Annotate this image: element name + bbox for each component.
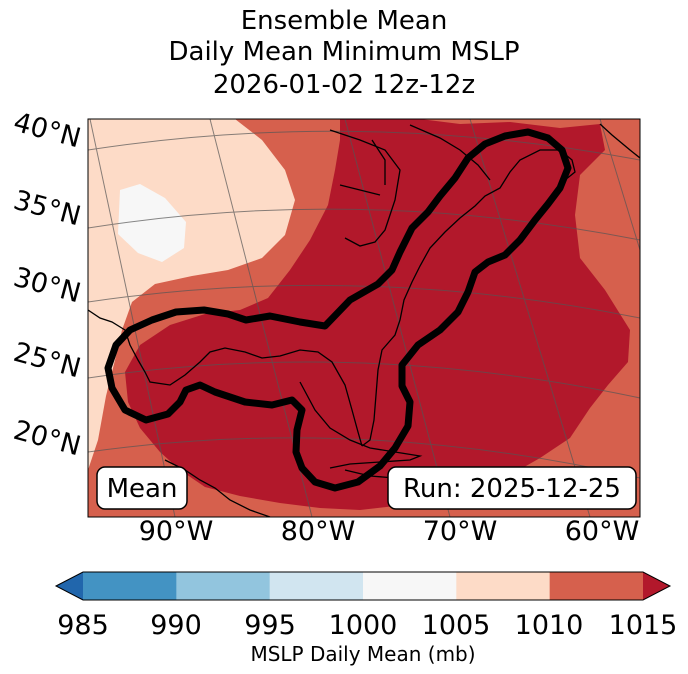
run-label: Run: 2025-12-25 — [403, 474, 621, 504]
mean-label: Mean — [107, 474, 178, 504]
colorbar-tick: 1000 — [329, 610, 398, 641]
title-line-2: Daily Mean Minimum MSLP — [168, 37, 520, 67]
lon-label: 70°W — [423, 516, 498, 547]
lon-labels: 90°W 80°W 70°W 60°W — [139, 516, 640, 547]
colorbar-label: MSLP Daily Mean (mb) — [250, 642, 475, 666]
colorbar-tick: 1015 — [609, 610, 678, 641]
colorbar-cell — [549, 572, 644, 600]
lat-labels: 40°N 35°N 30°N 25°N 20°N — [10, 107, 84, 463]
colorbar-tick: 985 — [57, 610, 109, 641]
lon-label: 60°W — [565, 516, 640, 547]
field-above-1015 — [125, 119, 630, 510]
lon-label: 90°W — [139, 516, 214, 547]
colorbar-tick: 1005 — [422, 610, 491, 641]
colorbar-tick: 990 — [150, 610, 202, 641]
lat-label: 30°N — [10, 262, 84, 310]
lat-label: 35°N — [10, 185, 84, 233]
title-line-3: 2026-01-02 12z-12z — [212, 70, 476, 100]
lat-label: 20°N — [10, 415, 84, 463]
colorbar-tick: 1010 — [515, 610, 584, 641]
lat-label: 40°N — [10, 107, 84, 155]
field-1000-1005 — [118, 184, 186, 262]
lon-label: 80°W — [281, 516, 356, 547]
colorbar: 985 990 995 1000 1005 1010 1015 MSLP Dai… — [54, 571, 677, 666]
colorbar-cell — [456, 572, 551, 600]
lat-label: 25°N — [10, 337, 84, 385]
colorbar-cell — [269, 572, 364, 600]
colorbar-cell — [176, 572, 271, 600]
map-area — [88, 119, 640, 517]
title-line-1: Ensemble Mean — [240, 6, 448, 36]
mean-box: Mean — [96, 466, 188, 510]
colorbar-tick: 995 — [244, 610, 296, 641]
colorbar-tick-labels: 985 990 995 1000 1005 1010 1015 — [57, 610, 677, 641]
mslp-contour — [104, 128, 572, 492]
colorbar-cell — [83, 572, 177, 600]
colorbar-extend-low — [56, 572, 83, 600]
colorbar-cell — [363, 572, 457, 600]
colorbar-extend-high — [643, 572, 670, 600]
run-box: Run: 2025-12-25 — [387, 466, 637, 510]
map-frame — [87, 118, 641, 518]
colorbar-cells — [83, 572, 644, 600]
